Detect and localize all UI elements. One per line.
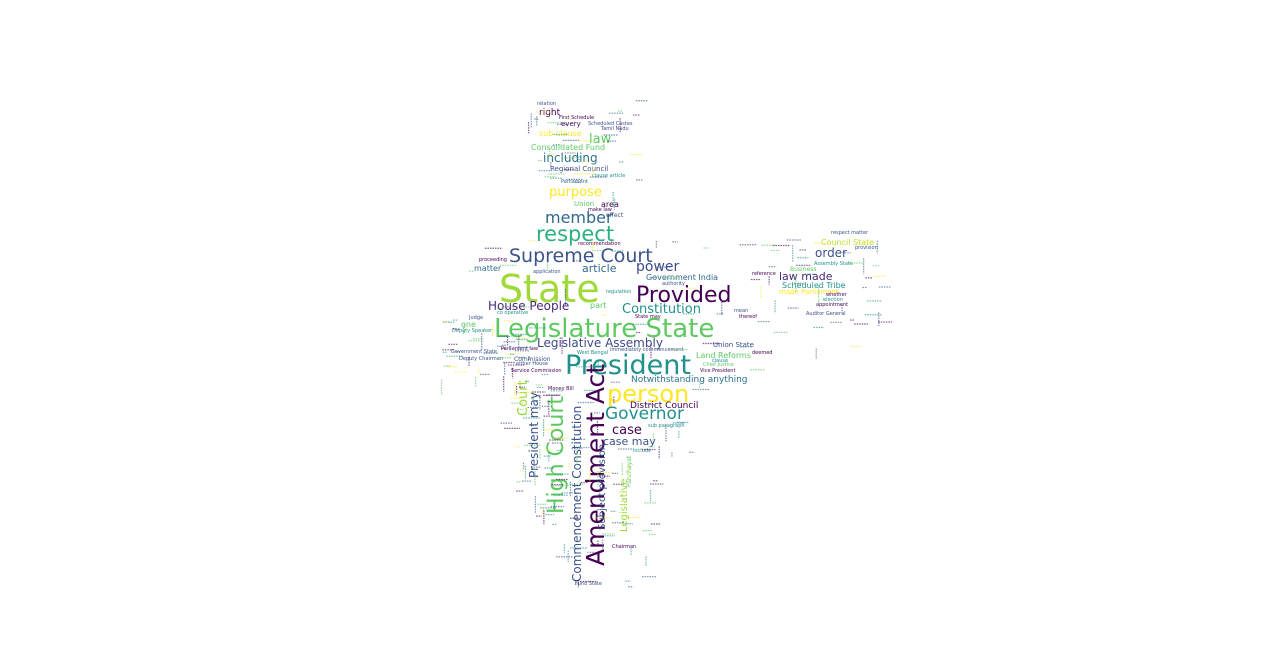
word: West Bengal [577,350,609,356]
word: whether [826,292,847,298]
word: area [601,200,619,209]
word: member [545,208,613,227]
word: thereof [739,314,758,320]
word: Notwithstanding anything [631,375,748,385]
word: one [461,320,476,329]
word: recommendation [578,241,621,247]
word: person [607,380,690,408]
word: either House [516,361,548,367]
word: regulation [606,289,632,295]
word: authority [662,281,685,287]
word: Constitution [622,302,701,317]
word: Legislature State [494,314,715,344]
word: Chairman [612,544,637,550]
word: Parliament [561,179,588,185]
word: Consolidated Fund [531,143,606,152]
word: Service Commission [511,368,562,374]
word: proceeding [479,257,507,263]
word: Deputy Chairman [459,356,503,362]
word: Business [790,266,817,273]
word: Union State [713,341,754,349]
word: part [590,301,607,310]
word: Auditor General [806,311,846,317]
word: Tamil Nadu [601,126,629,132]
word: make law [588,207,612,213]
word: relation [537,101,557,107]
word: clause article [592,173,626,179]
word: Scheduled Castes [588,121,633,127]
word: clause [712,358,729,364]
word: Legislative Assembly [537,336,663,350]
word: election [823,297,843,303]
word: Supreme Court [509,245,653,267]
word: Union [574,200,595,208]
word: Fund State [575,581,602,587]
word: Vice President [700,368,736,374]
word: right [539,108,561,118]
word: case may [603,435,656,448]
word: include [633,448,652,454]
word: Scheduled Tribe [782,281,846,290]
word: appointment [816,302,849,308]
word: respect [536,222,615,246]
word: co operative [497,310,529,316]
word: Assembly State [814,261,853,267]
word: District Council [630,401,699,411]
word: Judge [469,315,484,321]
word: law [589,132,612,147]
word: State may [635,314,661,320]
word: effect [606,212,624,219]
word: sub clause [539,129,582,138]
word: respect matter [831,230,869,236]
word: Council State [821,238,875,247]
word: immediately commencement [610,347,684,353]
word: Provided [636,283,732,308]
word: mean [734,308,749,314]
word: Money Bill [548,386,574,392]
word: President [565,350,691,381]
word: matter [474,264,502,273]
word: made Parliament [779,288,839,296]
word: First Schedule [559,115,595,121]
word: State [499,267,600,311]
word: Chief Justice [703,362,734,368]
word: application [533,269,561,275]
word: Land Reforms [696,351,751,360]
word: order [815,246,847,260]
word: Parliament law [501,346,538,352]
word: Government State [451,349,498,355]
word: provision [855,245,878,251]
word: including [543,151,598,165]
word: article [582,262,617,275]
word: Government India [646,273,719,282]
word: purpose [549,185,602,200]
word: deemed [752,350,773,356]
word: every [561,120,581,128]
word: law made [779,270,833,283]
word: reference [752,271,776,277]
word: Regional Council [550,165,609,173]
word: Governor [605,404,684,424]
word: House People [488,299,570,313]
word: case [612,423,642,438]
word: Commission [514,356,551,363]
word: Deputy Speaker [452,328,493,334]
